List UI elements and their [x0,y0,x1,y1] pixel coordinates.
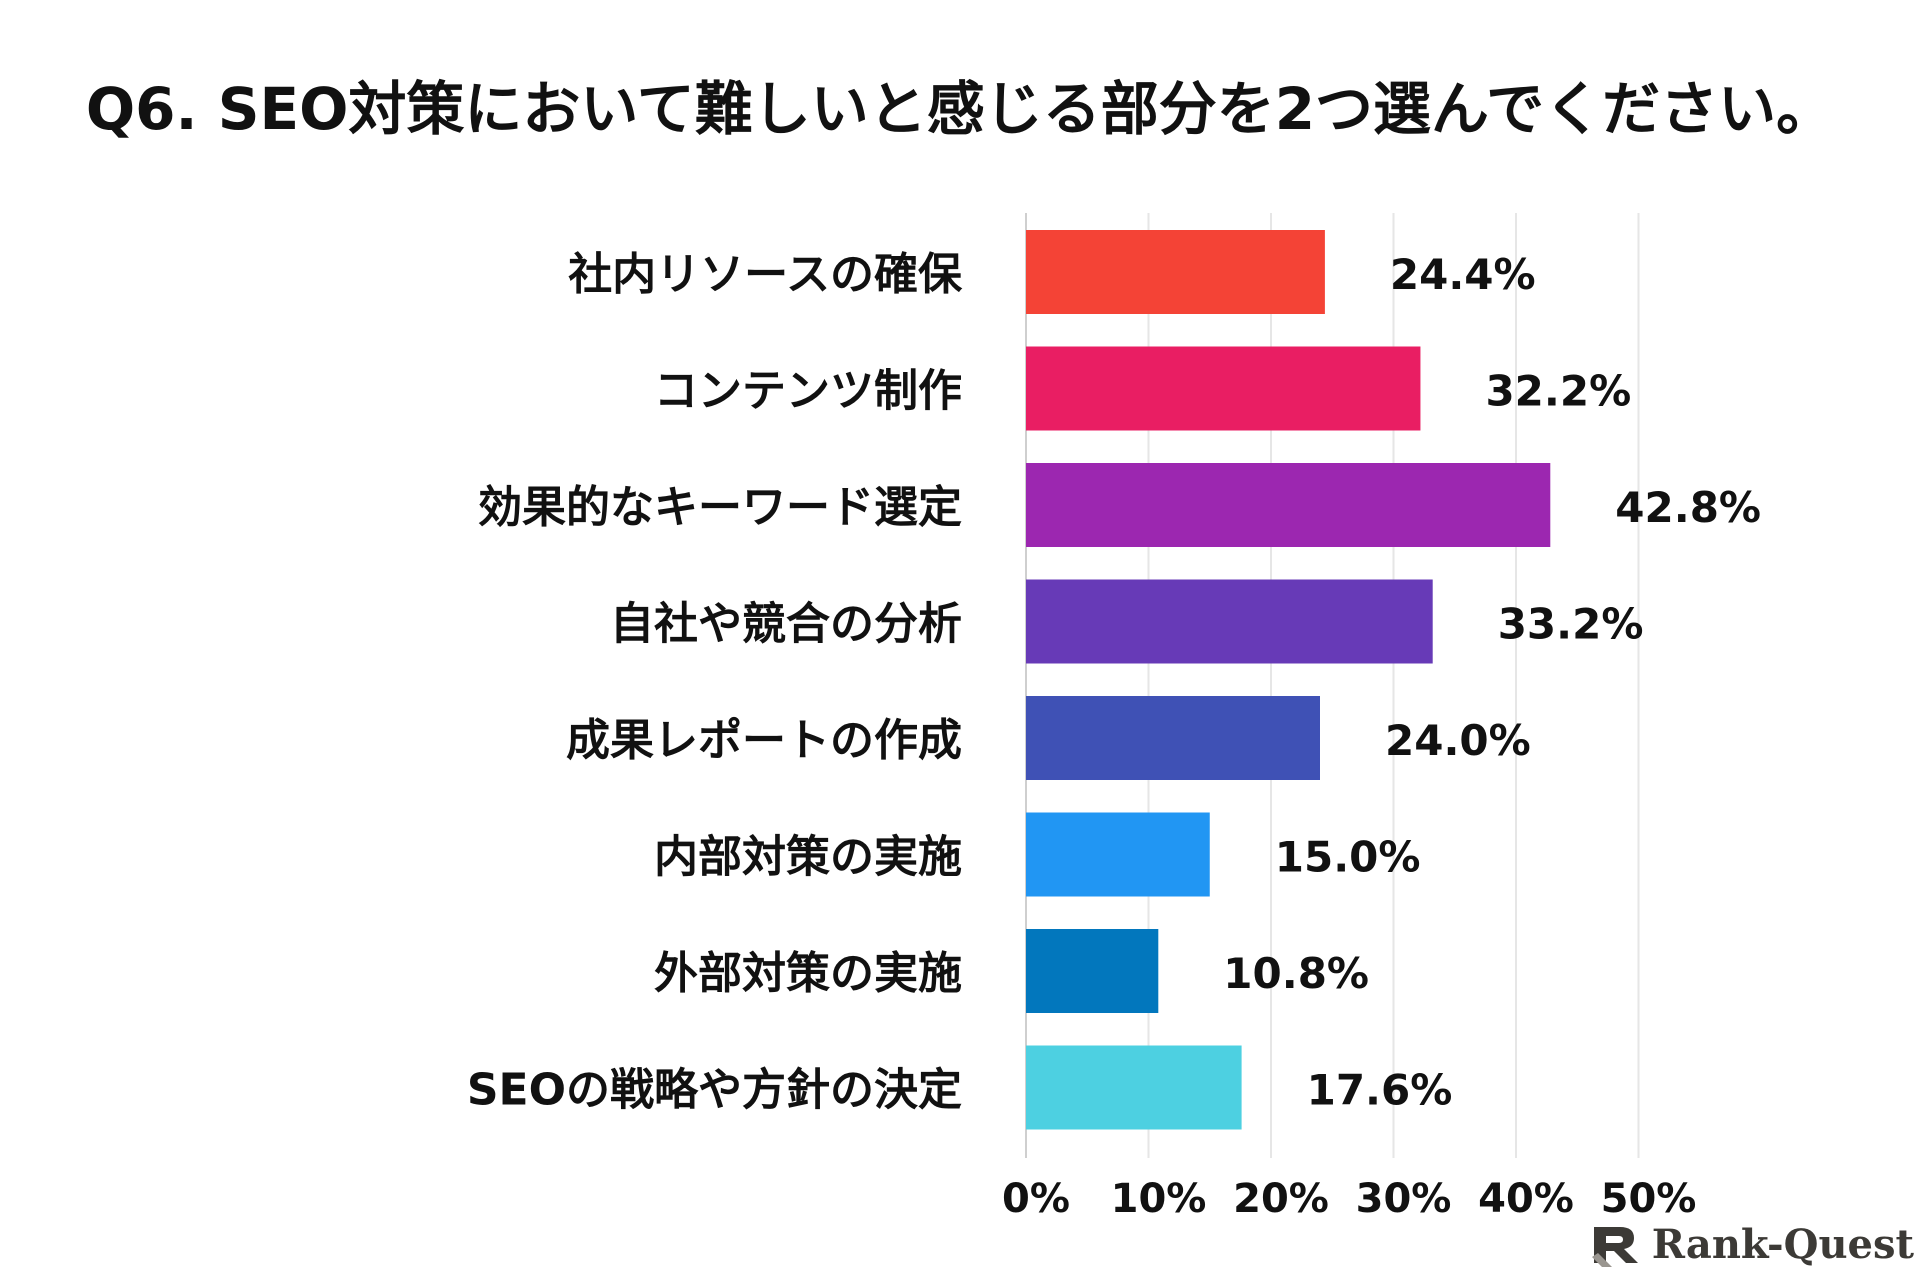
x-tick-label: 0% [1002,1176,1070,1222]
value-label: 32.2% [1485,367,1631,416]
category-label: 効果的なキーワード選定 [478,482,962,533]
bar [1026,463,1551,547]
bar [1026,230,1325,314]
x-tick-label: 20% [1233,1176,1329,1222]
value-label: 24.4% [1390,250,1536,299]
value-label: 15.0% [1275,833,1421,882]
category-label: 自社や競合の分析 [610,599,962,650]
category-label: SEOの戦略や方針の決定 [467,1065,962,1116]
logo-text: Rank-Quest [1651,1221,1914,1268]
value-label: 10.8% [1223,949,1369,998]
category-label: 成果レポートの作成 [566,715,962,766]
bar [1026,579,1433,664]
category-label: コンテンツ制作 [654,366,962,417]
category-labels: 社内リソースの確保コンテンツ制作効果的なキーワード選定自社や競合の分析成果レポー… [467,249,963,1116]
x-tick-label: 10% [1111,1176,1207,1222]
bar [1026,1045,1242,1130]
x-tick-label: 50% [1601,1176,1697,1222]
category-label: 内部対策の実施 [654,832,962,883]
x-tick-label: 40% [1478,1176,1574,1222]
bars [1026,230,1551,1130]
value-labels: 24.4% 32.2% 42.8% 33.2% 24.0% 15.0% 10.8% 17.6% [1223,250,1761,1115]
rank-quest-logo-icon [1591,1226,1638,1267]
value-label: 24.0% [1385,716,1531,765]
bar [1026,929,1159,1013]
value-label: 42.8% [1615,483,1761,532]
value-label: 17.6% [1307,1066,1453,1115]
category-label: 外部対策の実施 [654,948,962,999]
x-tick-labels: 0% 10% 20% 30% 40% 50% [1002,1176,1696,1222]
chart-title: Q6. SEO対策において難しいと感じる部分を2つ選んでください。 [85,75,1835,143]
rank-quest-logo: Rank-Quest [1590,1221,1914,1268]
bar [1026,696,1320,780]
bar [1026,346,1421,431]
x-tick-label: 30% [1356,1176,1452,1222]
value-label: 33.2% [1498,600,1644,649]
bar [1026,812,1210,897]
category-label: 社内リソースの確保 [568,249,963,300]
